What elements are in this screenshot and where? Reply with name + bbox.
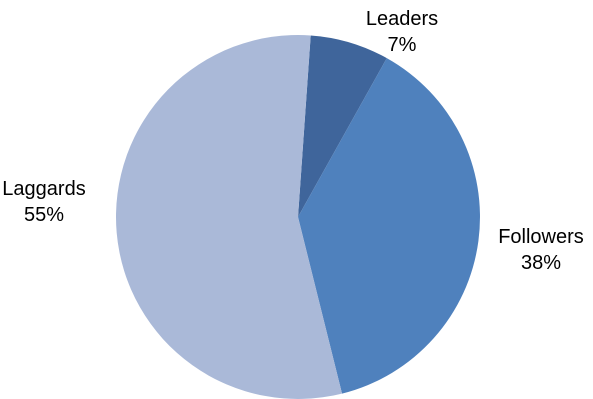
slice-label-leaders: Leaders <box>366 8 438 30</box>
pie-slice-followers <box>298 58 480 394</box>
pie-labels: Leaders 7% Followers 38% Laggards 55% <box>2 8 583 274</box>
slice-value-followers: 38% <box>521 252 561 274</box>
slice-label-laggards: Laggards <box>2 178 85 200</box>
slice-value-laggards: 55% <box>24 204 64 226</box>
pie-slice-leaders <box>298 35 387 217</box>
slice-value-leaders: 7% <box>388 34 417 56</box>
pie-slice-laggards <box>115 34 343 399</box>
pie-slices <box>115 34 480 399</box>
slice-label-followers: Followers <box>498 226 584 248</box>
